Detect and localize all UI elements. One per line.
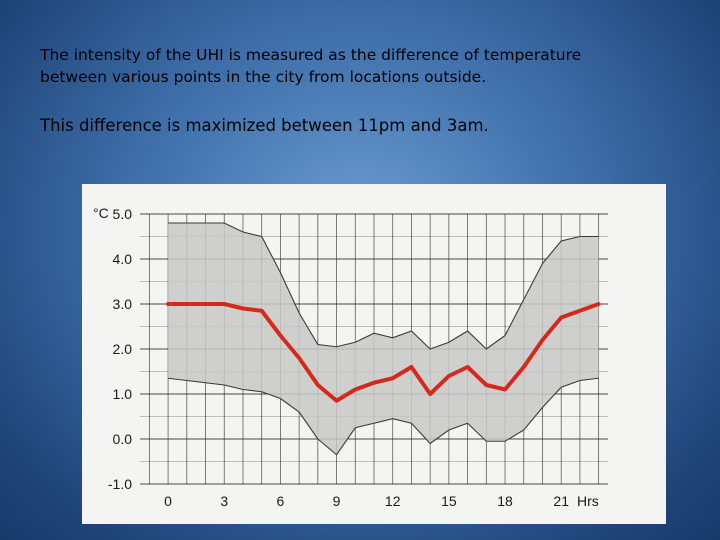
y-tick-label: 4.0 (113, 251, 133, 267)
y-tick-label: 3.0 (113, 296, 133, 312)
x-tick-label: 21 (553, 493, 569, 509)
mean-point (166, 302, 170, 306)
mean-point (334, 399, 339, 403)
x-tick-label: 0 (164, 493, 172, 509)
mean-point (278, 333, 282, 338)
mean-line-group (166, 302, 601, 403)
x-tick-label: 15 (441, 493, 457, 509)
y-tick-label: 5.0 (113, 206, 133, 222)
y-tick-label: 1.0 (113, 386, 133, 402)
uhi-chart: 5.0 4.0 3.0 2.0 1.0 0.0 -1.0 0 3 6 9 12 15 18 21 °C Hr… (93, 205, 608, 509)
x-axis-label: Hrs (577, 493, 599, 509)
mean-point (428, 392, 432, 396)
y-tick-label: 0.0 (113, 431, 133, 447)
mean-point (316, 383, 320, 387)
x-tick-label: 12 (385, 493, 401, 509)
mean-point (447, 374, 451, 378)
x-tick-label: 9 (333, 493, 341, 509)
mean-point (203, 302, 208, 306)
mean-point (372, 381, 376, 385)
mean-point (578, 309, 582, 313)
mean-line (166, 302, 601, 403)
lower-bound-line (168, 377, 599, 456)
range-band-area (168, 223, 599, 455)
x-tick-label: 18 (497, 493, 513, 509)
mean-point (241, 306, 245, 311)
x-tick-label: 3 (220, 493, 228, 509)
y-axis-label: °C (93, 205, 109, 221)
upper-bound-line (168, 222, 599, 350)
mean-point (597, 302, 601, 306)
mean-point (503, 387, 507, 392)
mean-point (297, 356, 301, 360)
tick-labels: 5.0 4.0 3.0 2.0 1.0 0.0 -1.0 0 3 6 9 12 15 18 21 (108, 206, 569, 509)
mean-point (522, 365, 526, 369)
x-tick-label: 6 (277, 493, 285, 509)
slide-text-line-1: The intensity of the UHI is measured as … (40, 46, 582, 64)
mean-point (391, 376, 395, 380)
slide-text-line-3: This difference is maximized between 11p… (40, 116, 489, 135)
mean-point (466, 365, 470, 369)
y-tick-label: 2.0 (113, 341, 133, 357)
mean-point (409, 365, 414, 369)
mean-point (484, 383, 488, 387)
mean-point (540, 338, 545, 342)
mean-point (185, 302, 189, 306)
mean-point (222, 302, 226, 306)
mean-point (353, 387, 357, 392)
mean-point (260, 309, 264, 313)
range-band (168, 222, 599, 456)
chart-panel: 5.0 4.0 3.0 2.0 1.0 0.0 -1.0 0 3 6 9 12 15 18 21 °C Hr… (82, 184, 666, 524)
mean-point (559, 315, 563, 320)
slide-text: The intensity of the UHI is measured as … (40, 44, 710, 138)
slide-text-line-2: between various points in the city from … (40, 68, 487, 86)
y-tick-label: -1.0 (108, 476, 132, 492)
